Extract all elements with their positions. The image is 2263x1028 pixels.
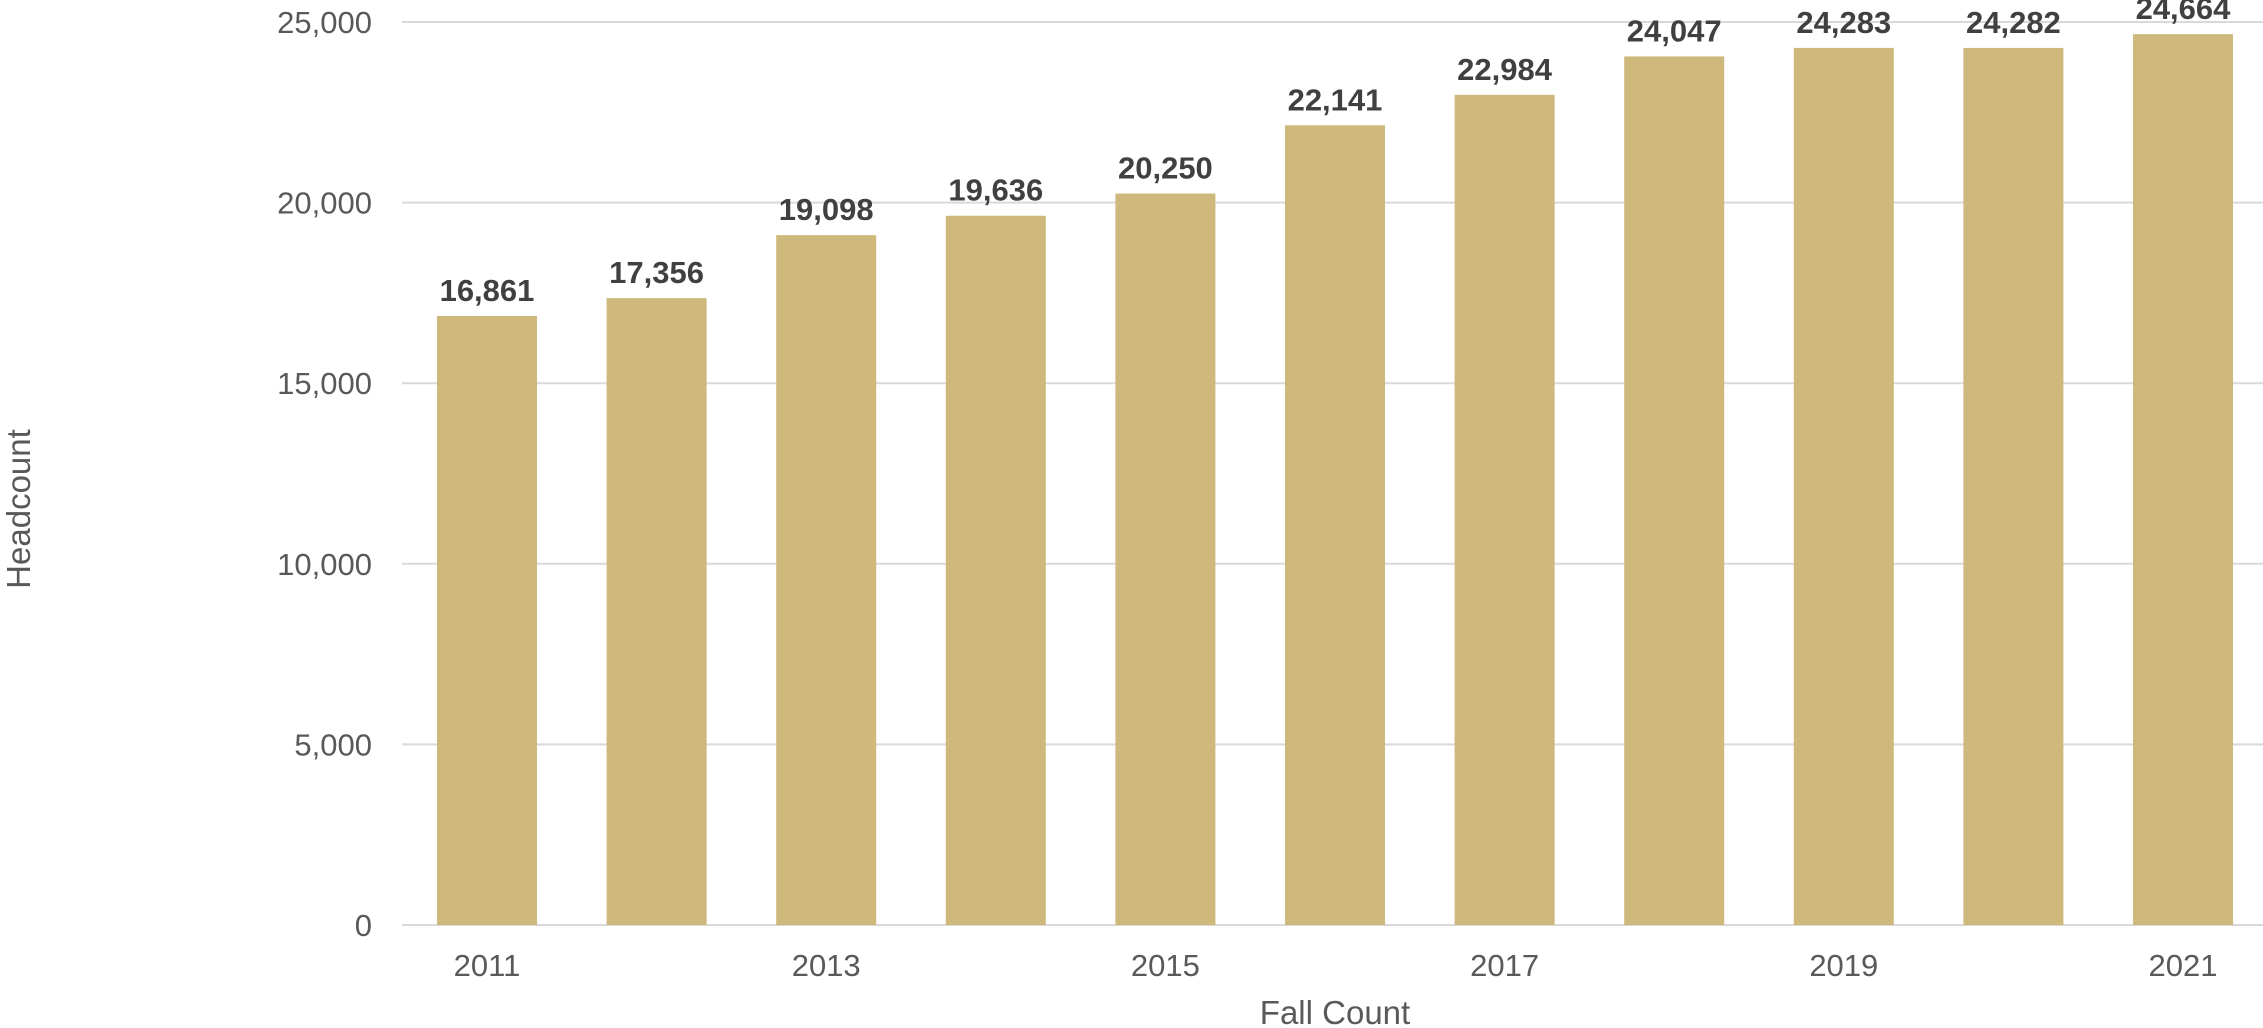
data-label-2020: 24,282 xyxy=(1966,5,2061,40)
bar-2013 xyxy=(776,235,877,925)
data-label-2013: 19,098 xyxy=(779,192,874,227)
bar-2017 xyxy=(1454,94,1555,925)
data-label-2021: 24,664 xyxy=(2136,0,2232,26)
x-tick-label: 2021 xyxy=(2149,948,2218,983)
bar-2011 xyxy=(437,315,537,925)
y-tick-label: 20,000 xyxy=(277,186,372,221)
data-label-2016: 22,141 xyxy=(1288,82,1383,117)
bars-group xyxy=(437,34,2233,926)
data-label-2014: 19,636 xyxy=(948,173,1043,208)
bar-2015 xyxy=(1115,193,1216,925)
x-axis-tick-labels: 2011 2013 2015 2017 2019 2021 xyxy=(454,948,2218,983)
bar-2014 xyxy=(945,215,1046,925)
y-tick-label: 5,000 xyxy=(294,727,372,762)
data-label-2015: 20,250 xyxy=(1118,151,1213,186)
x-tick-label: 2017 xyxy=(1470,948,1539,983)
data-labels-group: 16,861 17,356 19,098 19,636 20,250 22,141 22,9… xyxy=(440,0,2232,308)
data-label-2011: 16,861 xyxy=(440,273,535,308)
y-axis-tick-labels: 0 5,000 10,000 15,000 20,000 25,000 xyxy=(277,5,372,943)
bar-2021 xyxy=(2133,34,2233,926)
data-label-2018: 24,047 xyxy=(1627,13,1722,48)
bar-2019 xyxy=(1793,47,1894,925)
bar-2020 xyxy=(1963,47,2064,926)
y-tick-label: 25,000 xyxy=(277,5,372,40)
bar-2012 xyxy=(606,298,707,925)
bar-2018 xyxy=(1624,56,1725,925)
x-tick-label: 2013 xyxy=(792,948,861,983)
bar-2016 xyxy=(1285,125,1385,925)
x-axis-title: Fall Count xyxy=(1260,994,1410,1028)
x-tick-label: 2011 xyxy=(454,948,521,983)
x-tick-label: 2019 xyxy=(1809,948,1878,983)
x-tick-label: 2015 xyxy=(1131,948,1200,983)
data-label-2019: 24,283 xyxy=(1796,5,1891,40)
y-tick-label: 10,000 xyxy=(277,547,372,582)
y-axis-title: Headcount xyxy=(0,429,37,589)
y-tick-label: 0 xyxy=(355,908,372,943)
data-label-2012: 17,356 xyxy=(609,255,704,290)
y-tick-label: 15,000 xyxy=(277,366,372,401)
data-label-2017: 22,984 xyxy=(1457,52,1553,87)
